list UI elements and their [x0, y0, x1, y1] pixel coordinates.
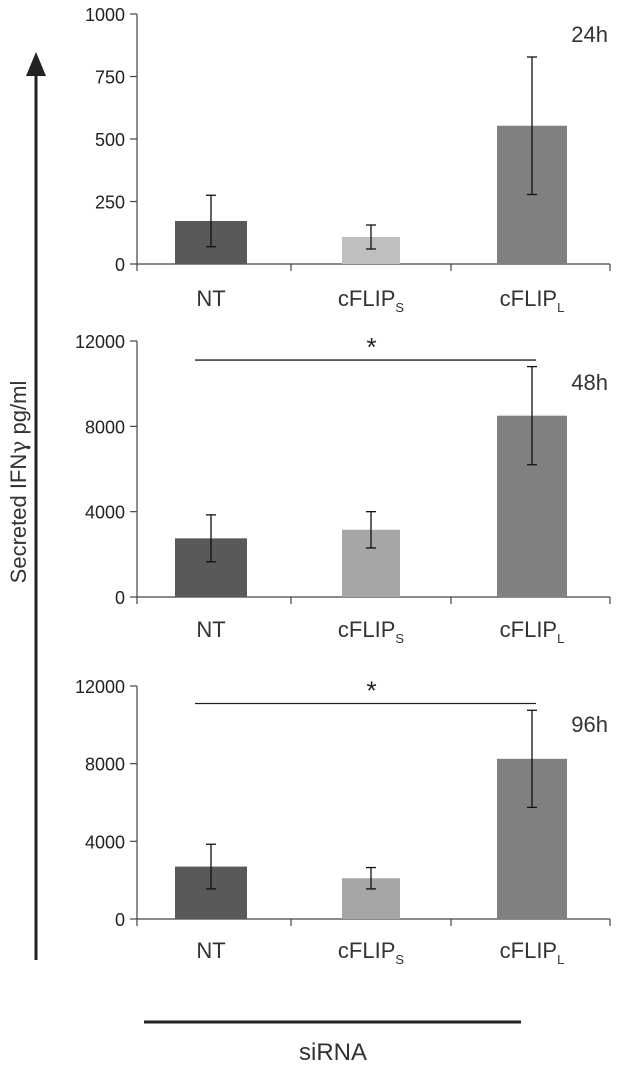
category-label-main: cFLIP — [338, 286, 395, 311]
category-label-subscript: S — [395, 300, 404, 315]
significance-star: * — [366, 676, 376, 706]
y-axis-label: Secreted IFNγ pg/ml — [6, 381, 32, 584]
panel-timepoint-label: 96h — [571, 712, 608, 737]
y-tick-label: 0 — [115, 255, 125, 275]
y-tick-label: 4000 — [85, 503, 125, 523]
y-tick-label: 8000 — [85, 755, 125, 775]
category-label: cFLIPS — [338, 938, 404, 967]
y-tick-label: 12000 — [75, 332, 125, 352]
y-tick-label: 8000 — [85, 417, 125, 437]
y-tick-label: 1000 — [85, 5, 125, 25]
y-tick-label: 750 — [95, 68, 125, 88]
category-label: cFLIPS — [338, 617, 404, 646]
category-label-main: NT — [196, 938, 225, 963]
y-tick-label: 0 — [115, 588, 125, 608]
y-tick-label: 0 — [115, 910, 125, 930]
category-label-subscript: L — [557, 631, 564, 646]
category-label: NT — [196, 286, 225, 311]
panel-timepoint-label: 24h — [571, 22, 608, 47]
y-tick-label: 12000 — [75, 677, 125, 697]
category-label-subscript: S — [395, 631, 404, 646]
category-label-main: NT — [196, 286, 225, 311]
category-label: cFLIPL — [500, 617, 565, 646]
panel-timepoint-label: 48h — [571, 370, 608, 395]
y-arrow-head-icon — [26, 52, 46, 76]
category-label: cFLIPS — [338, 286, 404, 315]
y-tick-label: 500 — [95, 130, 125, 150]
y-axis-label-prefix: Secreted IFN — [6, 454, 31, 584]
y-tick-label: 250 — [95, 193, 125, 213]
category-label-subscript: L — [557, 300, 564, 315]
y-axis-label-suffix: pg/ml — [6, 381, 31, 441]
significance-star: * — [366, 332, 376, 362]
category-label-main: NT — [196, 617, 225, 642]
category-label-main: cFLIP — [500, 938, 557, 963]
category-label-subscript: L — [557, 952, 564, 967]
category-label-main: cFLIP — [500, 286, 557, 311]
category-label-main: cFLIP — [338, 938, 395, 963]
category-label: NT — [196, 938, 225, 963]
category-label-main: cFLIP — [338, 617, 395, 642]
category-label: cFLIPL — [500, 286, 565, 315]
y-tick-label: 4000 — [85, 832, 125, 852]
category-label: NT — [196, 617, 225, 642]
y-axis-label-symbol: γ — [7, 441, 32, 454]
x-axis-label: siRNA — [299, 1039, 367, 1066]
category-label: cFLIPL — [500, 938, 565, 967]
category-label-subscript: S — [395, 952, 404, 967]
category-label-main: cFLIP — [500, 617, 557, 642]
